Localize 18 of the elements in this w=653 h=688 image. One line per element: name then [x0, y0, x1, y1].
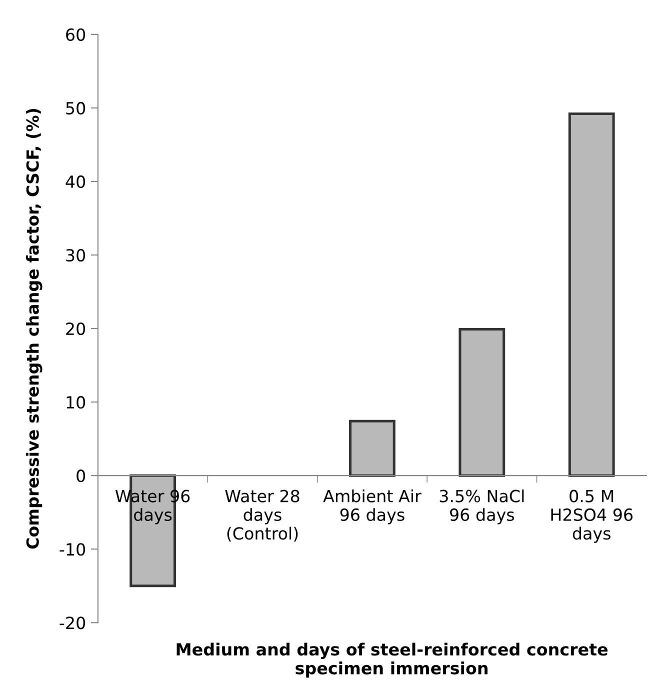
x-axis-title: Medium and days of steel-reinforced concrete specimen immersion: [176, 642, 608, 678]
y-tick-label: 20: [66, 322, 86, 336]
y-tick-label: 10: [66, 396, 86, 409]
bar: [349, 420, 396, 477]
x-tick-label: 3.5% NaCl 96 days: [440, 489, 524, 524]
bar: [568, 112, 615, 477]
x-tick-label: Ambient Air 96 days: [323, 489, 422, 524]
x-tick-label: Water 28 days (Control): [225, 490, 300, 542]
y-tick-label: 50: [66, 102, 86, 114]
y-tick-label: 0: [76, 470, 86, 482]
y-tick-label: 40: [66, 175, 86, 188]
y-axis-title: Compressive strength change factor, CSCF, (%): [26, 108, 42, 549]
y-tick-label: -10: [60, 543, 86, 556]
bar: [458, 328, 506, 477]
y-tick-label: -20: [60, 616, 86, 630]
x-tick-label: 0.5 M H2SO4 96 days: [551, 490, 633, 543]
y-tick-label: 60: [66, 28, 86, 41]
y-tick-label: 30: [66, 248, 86, 262]
